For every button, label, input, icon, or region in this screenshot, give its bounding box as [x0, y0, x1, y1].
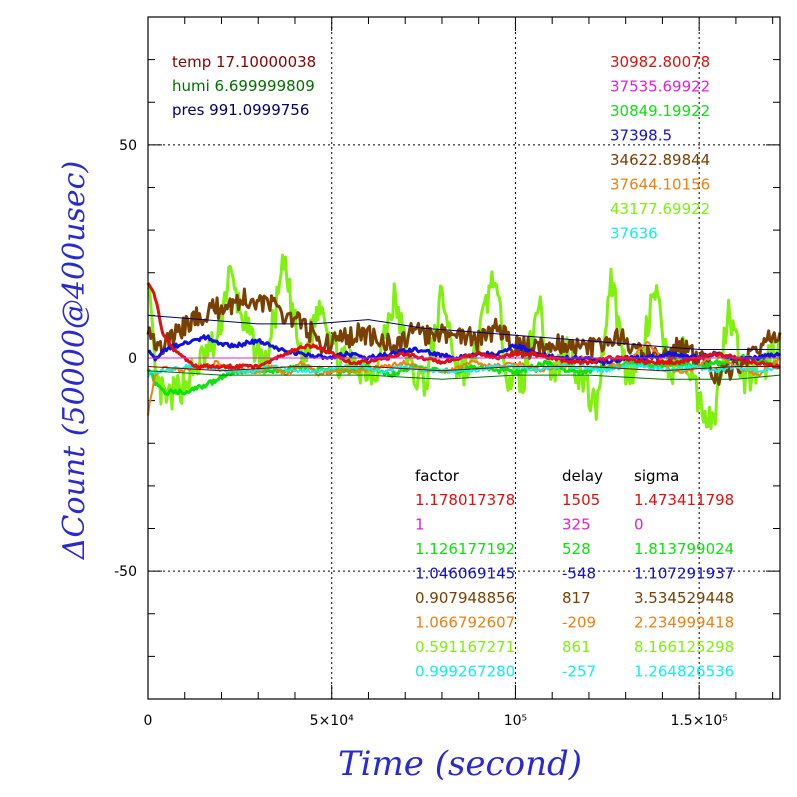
stats-factor-cell: 0.999267280	[415, 663, 515, 681]
stats-sigma-cell: 1.813799024	[634, 540, 734, 558]
stats-delay-cell: 817	[562, 589, 591, 607]
series-legend-values: 30982.80078 37535.69922 30849.19922 37398.5…	[610, 53, 710, 243]
env-reading: temp 17.10000038	[172, 53, 316, 71]
stats-header: delay	[562, 467, 603, 485]
series-value-label: 30849.19922	[610, 102, 710, 120]
stats-factor-cell: 1.178017378	[415, 491, 515, 509]
series-line	[147, 341, 781, 416]
x-axis-label: Time (second)	[338, 744, 582, 784]
y-axis-label: ΔCount (50000@400usec)	[57, 161, 92, 560]
stats-delay-cell: 528	[562, 540, 591, 558]
stats-delay-cell: -257	[562, 663, 596, 681]
series-line	[146, 282, 781, 370]
y-tick-label: 0	[128, 351, 137, 367]
y-tick-label: -50	[114, 564, 137, 580]
series-line	[147, 314, 780, 350]
stats-factor-cell: 1.126177192	[415, 540, 515, 558]
stats-sigma-cell: 1.264826536	[634, 663, 734, 681]
series-value-label: 37535.69922	[610, 78, 710, 96]
tick-labels: 0 5×10⁴ 10⁵ 1.5×10⁵ 50 0 -50	[114, 138, 728, 729]
environment-readings: temp 17.10000038 humi 6.699999809 pres 991…	[172, 53, 316, 119]
stats-delay-cell: 1505	[562, 491, 600, 509]
stats-sigma-cell: 0	[634, 516, 644, 534]
stats-factor-cell: 1	[415, 516, 425, 534]
stats-factor-cell: 0.591167271	[415, 638, 515, 656]
stats-header: sigma	[634, 467, 679, 485]
series-value-label: 37636	[610, 225, 658, 243]
stats-factor-cell: 1.046069145	[415, 565, 515, 583]
series-value-label: 30982.80078	[610, 53, 710, 71]
env-reading: humi 6.699999809	[172, 77, 315, 95]
series-line	[147, 366, 780, 372]
series-value-label: 37398.5	[610, 127, 672, 145]
plot-frame	[147, 16, 781, 700]
env-reading: pres 991.0999756	[172, 101, 309, 119]
x-tick-label: 5×10⁴	[310, 713, 354, 729]
stats-table: factor delay sigma 1.178017378 1 1.126177192 1…	[415, 467, 734, 681]
series-line	[147, 370, 781, 380]
x-tick-label: 0	[144, 713, 153, 729]
stats-sigma-cell: 2.234999418	[634, 614, 734, 632]
series-value-label: 43177.69922	[610, 200, 710, 218]
series-value-label: 34622.89844	[610, 151, 710, 169]
x-tick-label: 10⁵	[504, 713, 527, 729]
stats-delay-cell: 325	[562, 516, 591, 534]
x-tick-label: 1.5×10⁵	[670, 713, 727, 729]
stats-factor-cell: 1.066792607	[415, 614, 515, 632]
series-line	[146, 287, 782, 386]
stats-sigma-cell: 1.107291937	[634, 565, 734, 583]
stats-sigma-cell: 3.534529448	[634, 589, 734, 607]
stats-header: factor	[415, 467, 460, 485]
stats-delay-cell: -548	[562, 565, 596, 583]
stats-factor-cell: 0.907948856	[415, 589, 515, 607]
stats-sigma-cell: 1.473411798	[634, 491, 734, 509]
series-group	[146, 253, 782, 431]
stats-sigma-cell: 8.166125298	[634, 638, 734, 656]
series-value-label: 37644.10156	[610, 176, 710, 194]
stats-delay-cell: -209	[562, 614, 596, 632]
y-tick-label: 50	[119, 138, 137, 154]
stats-delay-cell: 861	[562, 638, 591, 656]
